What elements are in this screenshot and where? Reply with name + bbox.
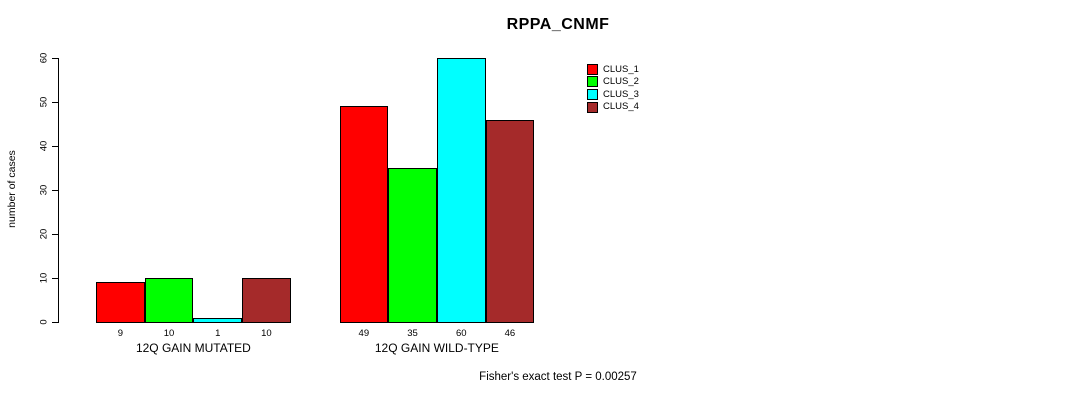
bar-clus_3-mutated: [193, 317, 243, 323]
legend-label: CLUS_2: [603, 76, 639, 88]
bar-clus_1-mutated: [96, 282, 145, 323]
y-tick-label: 20: [38, 228, 50, 240]
legend-label: CLUS_1: [603, 63, 639, 75]
legend-swatch-icon: [587, 63, 598, 75]
bar-clus_2-wild-type: [388, 168, 437, 323]
y-tick-label: 30: [38, 184, 50, 196]
legend-item-clus_3: CLUS_3: [587, 88, 639, 101]
y-tick-label: 50: [38, 96, 50, 108]
y-tick: [52, 146, 58, 147]
y-tick-label: 0: [38, 319, 50, 325]
bar-clus_1-wild-type: [339, 106, 389, 323]
x-group-label: 12Q GAIN MUTATED: [135, 341, 251, 355]
y-tick: [52, 190, 58, 191]
bar-clus_4-mutated: [242, 278, 291, 323]
y-tick-label: 40: [38, 140, 50, 152]
legend-label: CLUS_3: [603, 88, 639, 100]
bar-clus_4-wild-type: [485, 119, 535, 323]
x-group-label: 12Q GAIN WILD-TYPE: [374, 341, 499, 355]
y-tick-label: 60: [38, 52, 50, 64]
y-axis-line: [58, 58, 59, 323]
y-tick: [52, 234, 58, 235]
bar-value-label: 49: [358, 328, 370, 339]
bar-value-label: 35: [407, 328, 418, 339]
legend-swatch-icon: [587, 76, 598, 88]
y-tick-label: 10: [38, 272, 50, 284]
bar-clus_2-mutated: [144, 278, 194, 323]
legend-label: CLUS_4: [603, 101, 639, 113]
legend: CLUS_1 CLUS_2 CLUS_3 CLUS_4: [587, 63, 639, 113]
bar-value-label: 10: [163, 328, 175, 339]
bar-value-label: 46: [504, 328, 516, 339]
bar-value-label: 9: [117, 328, 123, 339]
y-tick: [52, 322, 58, 323]
y-tick: [52, 58, 58, 59]
y-tick: [52, 278, 58, 279]
bar-clus_3-wild-type: [436, 58, 486, 323]
y-tick: [52, 102, 58, 103]
bar-value-label: 10: [261, 328, 272, 339]
legend-swatch-icon: [587, 101, 598, 113]
annotation-text: Fisher's exact test P = 0.00257: [479, 371, 637, 383]
y-axis-label: number of cases: [6, 150, 18, 228]
chart-title: RPPA_CNMF: [506, 16, 610, 33]
bar-value-label: 1: [215, 328, 221, 339]
legend-swatch-icon: [587, 88, 598, 100]
legend-item-clus_2: CLUS_2: [587, 76, 639, 89]
bar-value-label: 60: [455, 328, 467, 339]
legend-item-clus_4: CLUS_4: [587, 101, 639, 114]
legend-item-clus_1: CLUS_1: [587, 63, 639, 76]
